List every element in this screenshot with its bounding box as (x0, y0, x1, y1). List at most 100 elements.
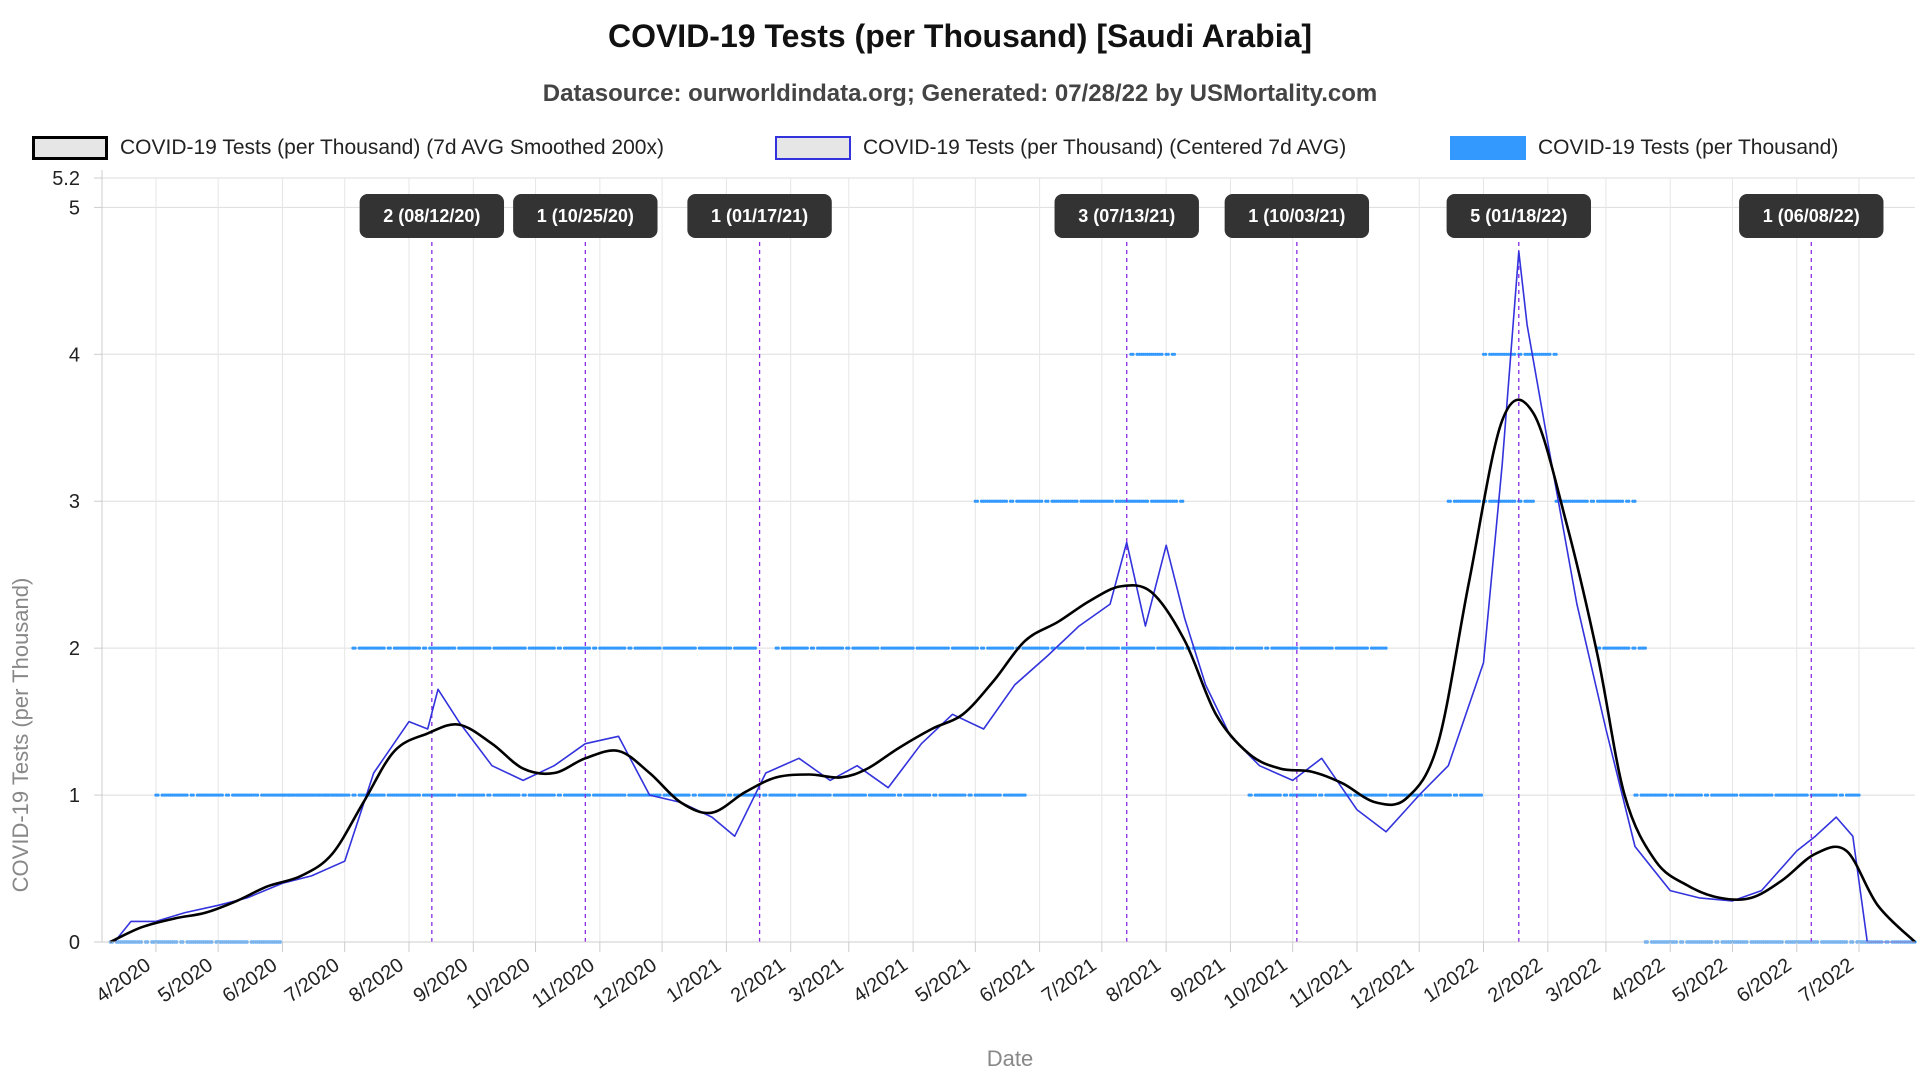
legend-swatch-smoothed (32, 136, 108, 160)
raw-data-point (1131, 352, 1135, 356)
raw-data-point (1152, 646, 1156, 650)
raw-data-point (863, 793, 867, 797)
chart-subtitle: Datasource: ourworldindata.org; Generate… (542, 80, 1378, 107)
raw-data-point (1195, 646, 1199, 650)
x-tick-label: 5/2020 (154, 954, 217, 1007)
legend-label-raw: COVID-19 Tests (per Thousand) (1538, 136, 1839, 159)
annotation-label: 3 (07/13/21) (1054, 194, 1199, 238)
raw-data-point (1230, 646, 1235, 650)
raw-data-point (1554, 352, 1558, 356)
raw-data-point (969, 793, 973, 797)
raw-data-point (488, 646, 492, 650)
raw-data-point (1635, 793, 1639, 797)
legend-item-smoothed[interactable]: COVID-19 Tests (per Thousand) (7d AVG Sm… (32, 130, 664, 166)
chart-title: COVID-19 Tests (per Thousand) [Saudi Ara… (607, 18, 1313, 54)
raw-data-point (753, 646, 758, 650)
smoothed-avg-line (109, 398, 1916, 944)
raw-data-point (424, 646, 428, 650)
raw-data-point (728, 793, 733, 797)
raw-data-point (623, 793, 627, 797)
x-tick-label: 5/2021 (911, 954, 974, 1007)
legend-item-centered[interactable]: COVID-19 Tests (per Thousand) (Centered … (775, 130, 1346, 166)
raw-data-point (764, 793, 768, 797)
raw-data-point (1627, 499, 1631, 503)
annotation-label-text: 5 (01/18/22) (1470, 206, 1567, 226)
raw-data-point (552, 646, 556, 650)
raw-data-point (1598, 646, 1602, 650)
x-tick-label: 8/2020 (345, 954, 408, 1007)
raw-data-point (255, 793, 260, 797)
x-tick-label: 7/2022 (1795, 954, 1858, 1007)
raw-data-point (1004, 499, 1009, 503)
raw-data-point (998, 793, 1002, 797)
raw-data-point (1224, 646, 1228, 650)
raw-data-point (1145, 499, 1150, 503)
raw-data-point (523, 793, 527, 797)
raw-data-point (587, 793, 592, 797)
raw-data-point (805, 646, 809, 650)
raw-data-point (693, 793, 697, 797)
raw-data-point (1023, 793, 1027, 797)
raw-data-point (1295, 646, 1299, 650)
annotation-label-box (1739, 194, 1884, 238)
x-tick-label: 10/2021 (1220, 954, 1292, 1013)
raw-data-point (1116, 646, 1121, 650)
raw-data-point (1519, 499, 1523, 503)
annotation-labels: 2 (08/12/20) 1 (10/25/20) 1 (01/17/21) 3 (0… (359, 194, 1884, 238)
raw-data-point (1330, 646, 1334, 650)
raw-data-point (975, 499, 979, 503)
annotation-label: 1 (10/25/20) (513, 194, 658, 238)
raw-data-point (453, 793, 457, 797)
x-axis-label: Date (987, 1046, 1033, 1071)
raw-data-point (1249, 793, 1253, 797)
x-tick-label: 6/2021 (976, 954, 1039, 1007)
grid-lines (102, 177, 1915, 942)
raw-data-point (1643, 646, 1647, 650)
raw-data-point (1046, 499, 1050, 503)
x-tick-label: 7/2020 (281, 954, 344, 1007)
raw-data-point (191, 793, 195, 797)
raw-data-point (1585, 499, 1589, 503)
raw-data-point (558, 646, 563, 650)
raw-data-point (382, 646, 386, 650)
annotation-label-text: 1 (10/25/20) (537, 206, 634, 226)
x-tick-label: 3/2021 (785, 954, 848, 1007)
raw-data-point (1834, 793, 1838, 797)
x-tick-label: 4/2020 (92, 954, 155, 1007)
raw-data-point (811, 646, 816, 650)
raw-data-point (347, 793, 351, 797)
raw-data-point (382, 793, 386, 797)
raw-data-point (594, 646, 598, 650)
raw-data-point (1664, 793, 1668, 797)
raw-data-point (934, 793, 938, 797)
raw-data-point (975, 646, 979, 650)
raw-data-point (1040, 499, 1044, 503)
raw-data-point (828, 793, 832, 797)
raw-data-point (1840, 793, 1844, 797)
raw-data-point (1349, 793, 1353, 797)
annotation-label: 1 (01/17/21) (687, 194, 832, 238)
annotation-label: 1 (06/08/22) (1739, 194, 1884, 238)
raw-data-point (1046, 646, 1050, 650)
raw-data-point (693, 646, 697, 650)
raw-data-point (1454, 793, 1459, 797)
raw-data-point (1313, 793, 1318, 797)
raw-data-point (1259, 646, 1264, 650)
raw-data-point (1531, 499, 1535, 503)
raw-data-point (1075, 499, 1079, 503)
x-tick-label: 9/2020 (409, 954, 472, 1007)
raw-data-point (417, 646, 421, 650)
raw-data-point (517, 793, 521, 797)
x-tick-label: 10/2020 (463, 954, 535, 1013)
annotation-label-box (1054, 194, 1199, 238)
raw-data-point (1735, 793, 1739, 797)
y-tick-label: 5 (69, 197, 80, 219)
x-tick-label: 1/2021 (663, 954, 726, 1007)
raw-data-point (318, 793, 322, 797)
raw-data-point (1513, 499, 1517, 503)
raw-data-point (1011, 646, 1015, 650)
raw-data-point (1384, 646, 1388, 650)
legend-item-raw[interactable]: COVID-19 Tests (per Thousand) (1450, 130, 1838, 166)
raw-data-point (417, 793, 421, 797)
x-tick-label: 4/2022 (1606, 954, 1669, 1007)
